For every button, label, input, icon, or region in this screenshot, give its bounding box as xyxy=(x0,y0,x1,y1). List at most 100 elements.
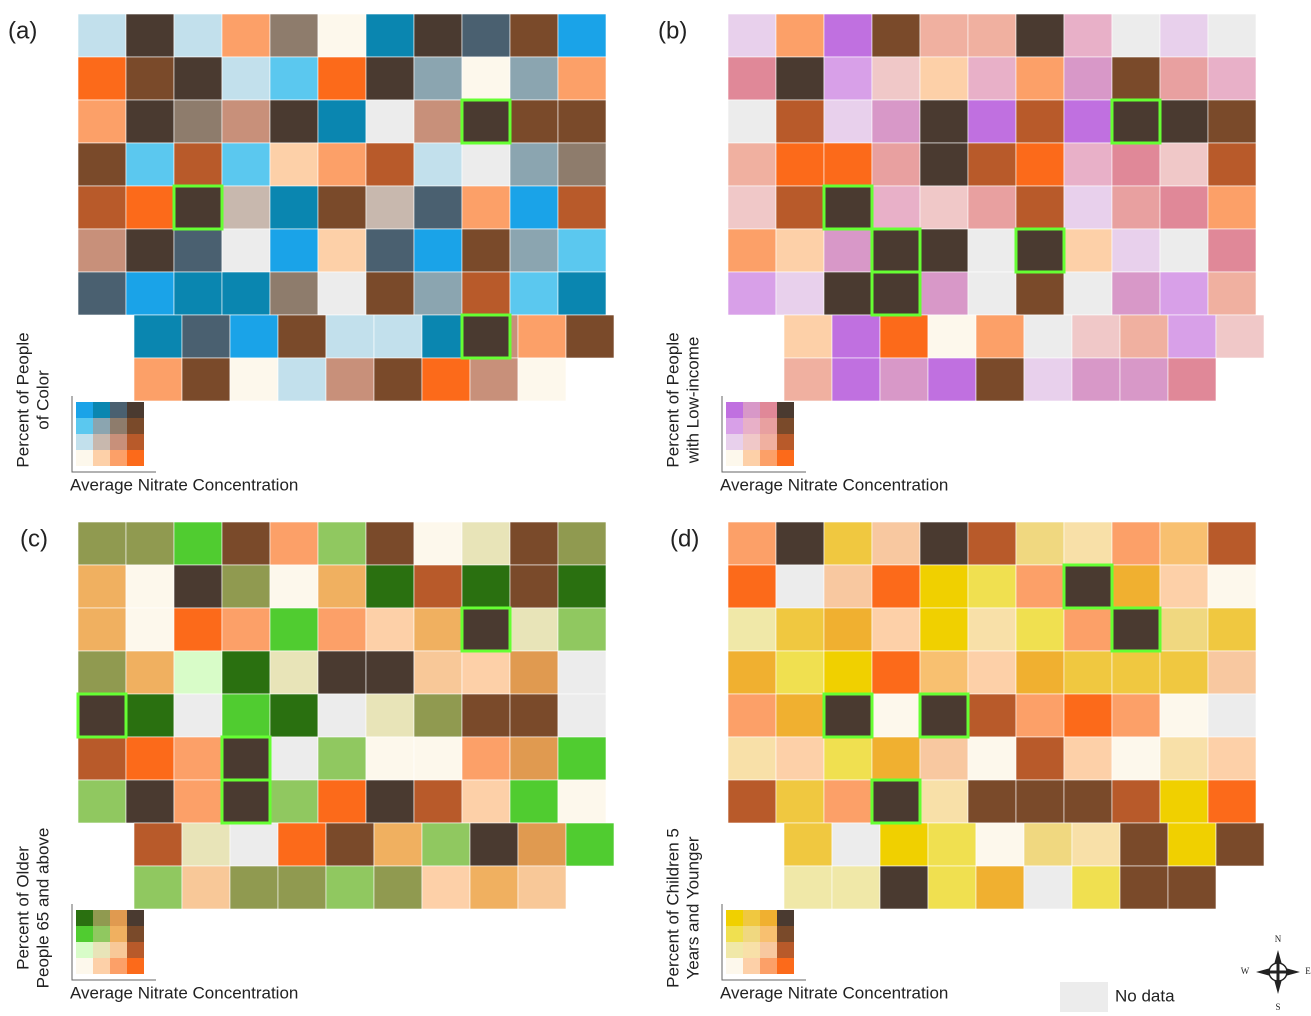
county xyxy=(557,271,607,316)
county xyxy=(1111,564,1161,609)
county xyxy=(133,865,183,910)
legend-cell xyxy=(760,958,777,974)
county xyxy=(173,228,223,273)
legend-cell xyxy=(127,434,144,450)
county xyxy=(1207,142,1257,187)
county xyxy=(557,650,607,695)
legend-cell xyxy=(76,942,93,958)
county xyxy=(269,650,319,695)
county xyxy=(517,822,567,867)
legend-cell xyxy=(726,450,743,466)
county xyxy=(1159,521,1209,566)
county xyxy=(823,521,873,566)
legend-cell xyxy=(110,926,127,942)
county xyxy=(919,779,969,824)
county xyxy=(727,693,777,738)
county xyxy=(413,779,463,824)
county xyxy=(221,650,271,695)
legend-axes xyxy=(71,904,156,981)
county xyxy=(1207,271,1257,316)
legend-cell xyxy=(726,402,743,418)
county xyxy=(269,736,319,781)
county xyxy=(509,56,559,101)
county xyxy=(269,13,319,58)
county xyxy=(365,521,415,566)
county xyxy=(1207,521,1257,566)
county xyxy=(1207,185,1257,230)
county xyxy=(1159,607,1209,652)
county xyxy=(775,56,825,101)
county xyxy=(365,693,415,738)
county xyxy=(871,736,921,781)
county xyxy=(365,185,415,230)
county xyxy=(1015,56,1065,101)
county xyxy=(325,822,375,867)
legend-cell xyxy=(93,910,110,926)
county xyxy=(871,521,921,566)
county xyxy=(1119,357,1169,402)
county xyxy=(221,56,271,101)
county xyxy=(919,13,969,58)
county xyxy=(879,822,929,867)
county xyxy=(831,357,881,402)
legend-cell xyxy=(76,910,93,926)
county xyxy=(461,564,511,609)
county xyxy=(421,357,471,402)
county xyxy=(77,650,127,695)
highlight-county xyxy=(822,692,874,739)
county xyxy=(509,564,559,609)
county xyxy=(413,13,463,58)
county xyxy=(1015,779,1065,824)
county xyxy=(557,693,607,738)
legend-cell xyxy=(743,942,760,958)
county xyxy=(1015,521,1065,566)
county xyxy=(1207,650,1257,695)
y-axis-label: of Color xyxy=(33,370,52,430)
highlight-county xyxy=(1062,563,1114,610)
county xyxy=(727,521,777,566)
county xyxy=(1063,521,1113,566)
county xyxy=(967,56,1017,101)
county xyxy=(823,607,873,652)
county xyxy=(727,13,777,58)
county xyxy=(317,142,367,187)
highlight-county xyxy=(172,184,224,231)
y-axis-label: People 65 and above xyxy=(33,828,52,989)
county xyxy=(133,314,183,359)
county xyxy=(975,865,1025,910)
y-axis-label: Percent of People xyxy=(663,332,682,467)
county xyxy=(125,142,175,187)
county xyxy=(1015,693,1065,738)
county xyxy=(783,314,833,359)
county xyxy=(317,521,367,566)
no-data-label: No data xyxy=(1115,986,1175,1005)
county xyxy=(125,693,175,738)
county xyxy=(125,99,175,144)
highlight-county xyxy=(822,184,874,231)
legend-cell xyxy=(110,402,127,418)
county xyxy=(221,521,271,566)
county xyxy=(365,271,415,316)
county xyxy=(871,142,921,187)
county xyxy=(181,822,231,867)
highlight-county xyxy=(460,313,512,360)
county xyxy=(277,357,327,402)
county xyxy=(727,650,777,695)
county xyxy=(461,693,511,738)
county xyxy=(509,607,559,652)
county xyxy=(1015,185,1065,230)
county xyxy=(77,13,127,58)
highlight-county xyxy=(870,227,922,274)
county xyxy=(365,56,415,101)
county xyxy=(413,56,463,101)
county xyxy=(565,314,615,359)
highlight-county xyxy=(1014,227,1066,274)
county xyxy=(317,650,367,695)
county xyxy=(557,99,607,144)
county xyxy=(173,271,223,316)
legend-cell xyxy=(743,450,760,466)
county xyxy=(269,228,319,273)
county xyxy=(317,228,367,273)
x-axis-label: Average Nitrate Concentration xyxy=(720,983,948,1002)
legend-axes xyxy=(721,904,806,981)
